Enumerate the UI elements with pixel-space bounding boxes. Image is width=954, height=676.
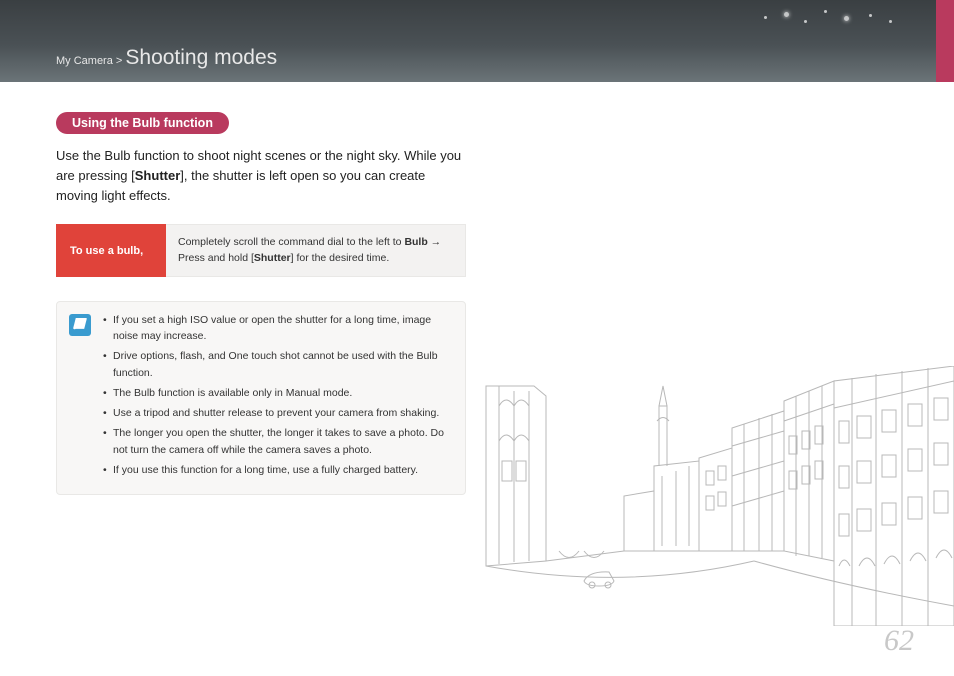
step-bold1: Bulb	[404, 236, 427, 248]
cityscape-svg	[484, 366, 954, 626]
top-banner: My Camera > Shooting modes	[0, 0, 954, 82]
note-item: Use a tripod and shutter release to prev…	[101, 405, 453, 421]
step-bold2: Shutter	[254, 252, 291, 264]
note-item: The longer you open the shutter, the lon…	[101, 425, 453, 458]
breadcrumb: My Camera > Shooting modes	[56, 46, 277, 70]
step-pre: Completely scroll the command dial to th…	[178, 236, 404, 248]
note-item: The Bulb function is available only in M…	[101, 385, 453, 401]
intro-paragraph: Use the Bulb function to shoot night sce…	[56, 146, 466, 206]
breadcrumb-prefix: My Camera >	[56, 55, 125, 67]
page-number: 62	[884, 624, 914, 658]
intro-text-bold: Shutter	[135, 168, 181, 183]
note-item: Drive options, flash, and One touch shot…	[101, 348, 453, 381]
page-title: Shooting modes	[125, 46, 277, 69]
note-pencil-icon	[69, 314, 91, 336]
section-heading-pill: Using the Bulb function	[56, 112, 229, 134]
note-item: If you set a high ISO value or open the …	[101, 312, 453, 345]
instruction-body: Completely scroll the command dial to th…	[166, 224, 466, 276]
instruction-row: To use a bulb, Completely scroll the com…	[56, 224, 466, 276]
note-item: If you use this function for a long time…	[101, 462, 453, 478]
step-post: ] for the desired time.	[291, 252, 390, 264]
sparkle-decor	[754, 6, 914, 26]
note-list: If you set a high ISO value or open the …	[101, 312, 453, 482]
cityscape-illustration	[484, 366, 954, 626]
note-box: If you set a high ISO value or open the …	[56, 301, 466, 495]
instruction-label: To use a bulb,	[56, 224, 166, 276]
